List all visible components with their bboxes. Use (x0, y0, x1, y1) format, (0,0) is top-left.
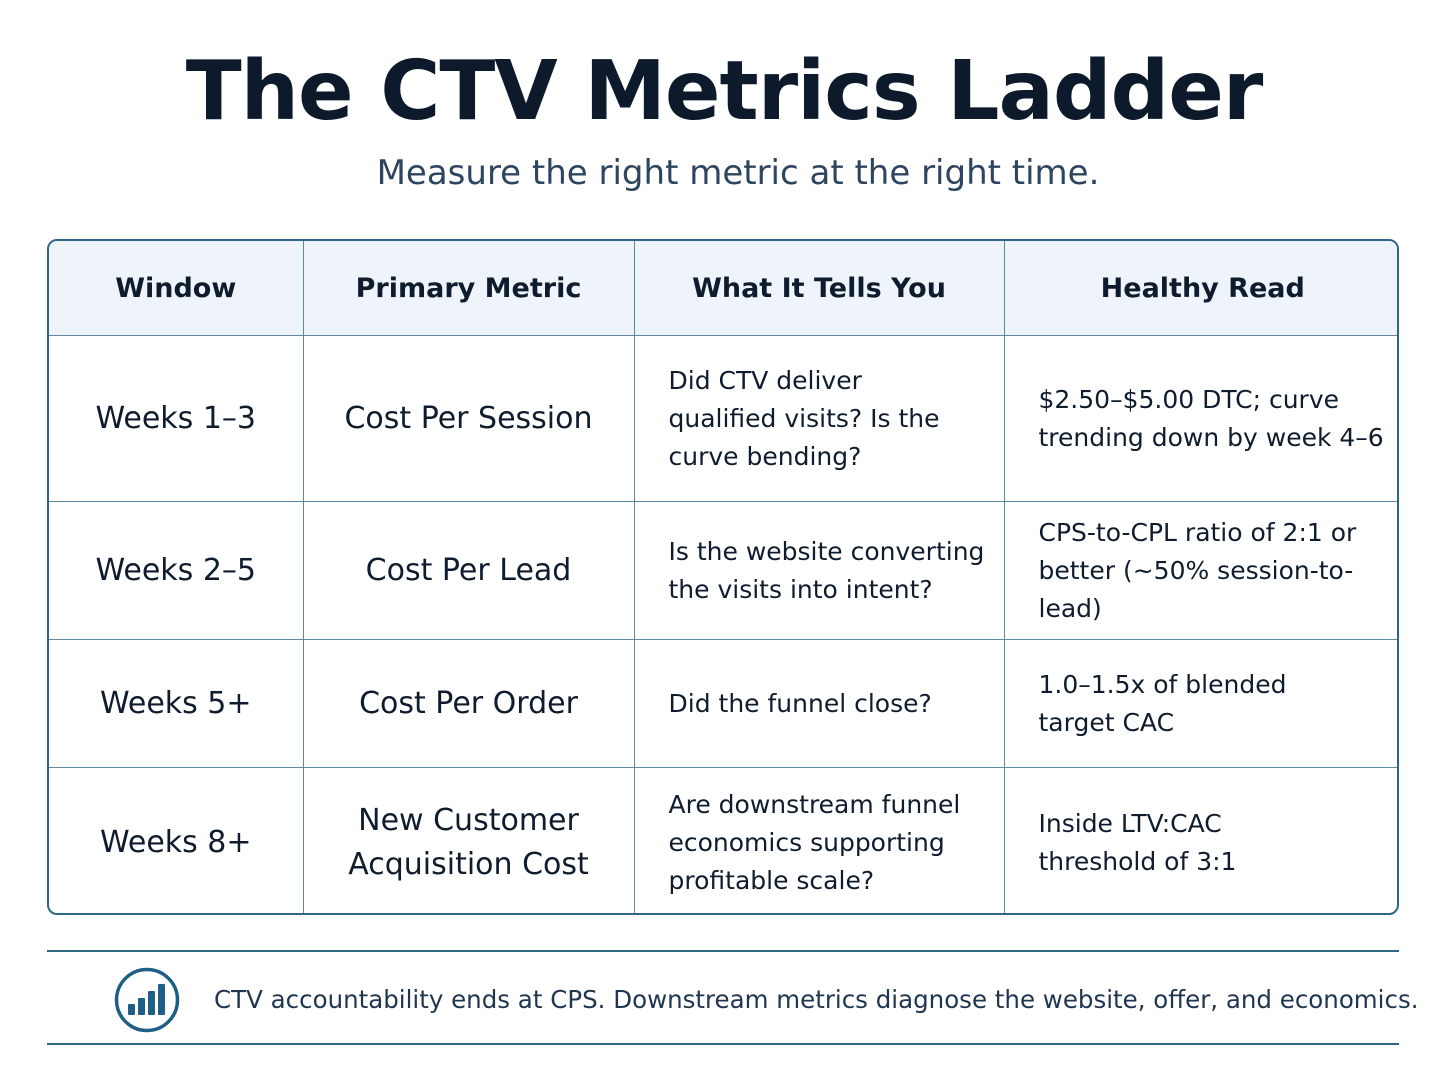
cell-what-it-tells-you: Did the funnel close? (633, 639, 1005, 768)
tells-line: curve bending? (668, 441, 862, 471)
cell-primary-metric: New Customer Acquisition Cost (302, 767, 635, 913)
tells-line: Is the website converting (668, 536, 985, 566)
cell-primary-metric: Cost Per Order (302, 639, 635, 768)
tells-line: Did CTV deliver (668, 365, 862, 395)
metric-line: Cost Per Session (344, 400, 593, 436)
cell-healthy-read: CPS-to-CPL ratio of 2:1 or better (~50% … (1003, 501, 1397, 640)
tells-line: profitable scale? (668, 865, 875, 895)
cell-what-it-tells-you: Is the website converting the visits int… (633, 501, 1005, 640)
metric-line: Cost Per Lead (365, 552, 572, 588)
tells-line: Did the funnel close? (668, 688, 932, 718)
cell-what-it-tells-you: Did CTV deliver qualified visits? Is the… (633, 335, 1005, 502)
cell-healthy-read: 1.0–1.5x of blended target CAC (1003, 639, 1397, 768)
read-line: target CAC (1038, 707, 1175, 737)
metrics-table: Window Primary Metric What It Tells You … (49, 241, 1397, 913)
cell-what-it-tells-you: Are downstream funnel economics supporti… (633, 767, 1005, 913)
page-subtitle: Measure the right metric at the right ti… (376, 153, 1100, 193)
tells-line: economics supporting (668, 827, 945, 857)
table-row: Weeks 1–3 Cost Per Session Did CTV deliv… (49, 335, 1397, 502)
table-row: Weeks 8+ New Customer Acquisition Cost A… (49, 767, 1397, 913)
tells-line: the visits into intent? (668, 574, 933, 604)
header-window: Window (49, 241, 304, 336)
read-line: Inside LTV:CAC (1038, 808, 1222, 838)
window-text: Weeks 1–3 (95, 400, 257, 436)
read-line: trending down by week 4–6 (1038, 422, 1384, 452)
cell-primary-metric: Cost Per Lead (302, 501, 635, 640)
page-title: The CTV Metrics Ladder (185, 44, 1264, 139)
window-text: Weeks 8+ (99, 824, 252, 860)
header-healthy-read: Healthy Read (1003, 241, 1397, 336)
read-line: threshold of 3:1 (1038, 846, 1237, 876)
table-header-row: Window Primary Metric What It Tells You … (49, 241, 1397, 336)
header-primary-metric: Primary Metric (302, 241, 635, 336)
metric-line: Cost Per Order (359, 685, 578, 721)
cell-window: Weeks 2–5 (49, 501, 304, 640)
footer-note: CTV accountability ends at CPS. Downstre… (214, 985, 1419, 1014)
metrics-table-container: Window Primary Metric What It Tells You … (47, 239, 1399, 915)
window-text: Weeks 2–5 (95, 552, 257, 588)
window-text: Weeks 5+ (99, 685, 252, 721)
cell-window: Weeks 5+ (49, 639, 304, 768)
read-line: better (~50% session-to-lead) (1038, 555, 1354, 623)
tells-line: qualified visits? Is the (668, 403, 940, 433)
table-row: Weeks 5+ Cost Per Order Did the funnel c… (49, 639, 1397, 768)
read-line: 1.0–1.5x of blended (1038, 669, 1287, 699)
bar-chart-icon (114, 967, 180, 1033)
cell-primary-metric: Cost Per Session (302, 335, 635, 502)
read-line: CPS-to-CPL ratio of 2:1 or (1038, 517, 1357, 547)
table-row: Weeks 2–5 Cost Per Lead Is the website c… (49, 501, 1397, 640)
footer-divider-top (47, 950, 1399, 952)
header-what-it-tells-you: What It Tells You (633, 241, 1005, 336)
cell-healthy-read: Inside LTV:CAC threshold of 3:1 (1003, 767, 1397, 913)
tells-line: Are downstream funnel (668, 789, 961, 819)
metric-line: Acquisition Cost (348, 846, 589, 882)
read-line: $2.50–$5.00 DTC; curve (1038, 384, 1340, 414)
cell-window: Weeks 1–3 (49, 335, 304, 502)
cell-window: Weeks 8+ (49, 767, 304, 913)
footer-divider-bottom (47, 1043, 1399, 1045)
cell-healthy-read: $2.50–$5.00 DTC; curve trending down by … (1003, 335, 1397, 502)
metric-line: New Customer (358, 802, 579, 838)
